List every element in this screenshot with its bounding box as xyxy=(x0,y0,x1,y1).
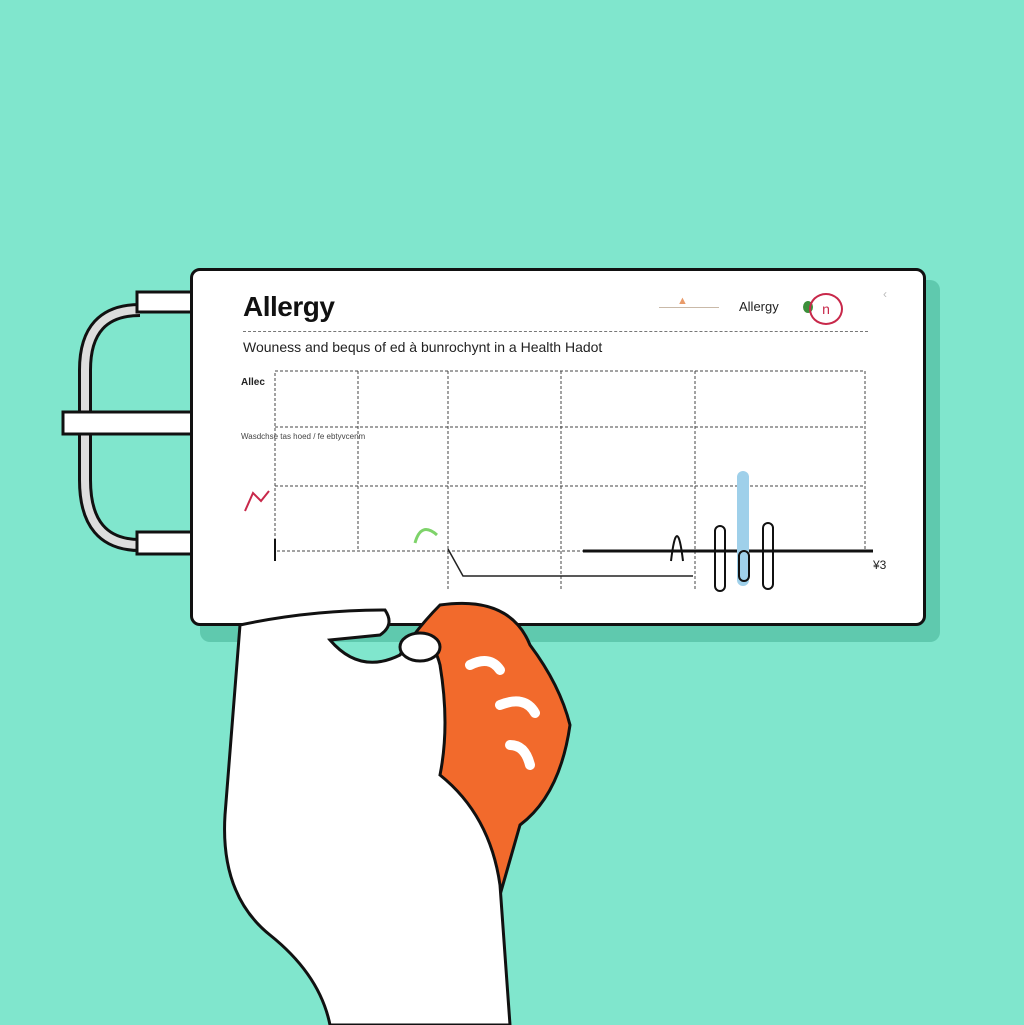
hands-illustration xyxy=(223,601,572,1025)
allergy-card: Allergy ▲ Allergy n ‹ Wouness and bequs … xyxy=(190,268,926,626)
y-label-top: Allec xyxy=(241,377,265,388)
allergy-doodle-icon xyxy=(244,490,270,512)
divider xyxy=(243,331,868,332)
thumbnail xyxy=(398,631,442,663)
y-label-mid: Wasdchse tas hoed / fe ebtyvcenm xyxy=(241,432,366,441)
card-subtitle: Wouness and bequs of ed à bunrochynt in … xyxy=(243,339,603,355)
status-badge[interactable]: n xyxy=(809,293,843,325)
legend-line xyxy=(659,307,719,308)
status-dot-icon xyxy=(803,301,813,313)
peak-3 xyxy=(738,550,750,582)
close-icon[interactable]: ‹ xyxy=(883,287,887,301)
top-right-label: Allergy xyxy=(739,299,779,314)
peak-4 xyxy=(762,522,774,590)
chart-area: Allec Wasdchse tas hoed / fe ebtyvcenm ¥… xyxy=(241,370,887,592)
card-title: Allergy xyxy=(243,291,335,322)
grid xyxy=(274,370,866,591)
end-label: ¥3 xyxy=(872,558,887,572)
legend-marker-icon: ▲ xyxy=(677,295,688,307)
white-hand xyxy=(223,608,512,1025)
peak-2 xyxy=(714,525,726,592)
peak-1 xyxy=(670,535,684,562)
green-mark xyxy=(413,528,438,544)
series-line xyxy=(447,548,693,577)
